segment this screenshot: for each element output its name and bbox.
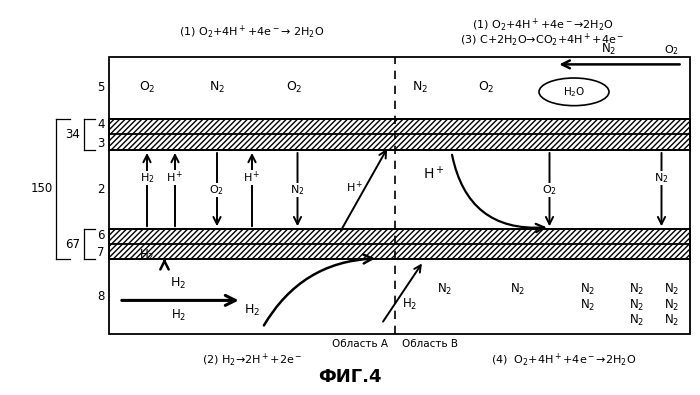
Text: H$^+$: H$^+$ (424, 165, 444, 182)
Text: H$_2$O: H$_2$O (563, 85, 585, 99)
Bar (108, 118, 690, 150)
Text: 2: 2 (97, 183, 105, 196)
Text: O$_2$: O$_2$ (139, 80, 155, 96)
Text: O$_2$: O$_2$ (664, 43, 680, 57)
Text: Область B: Область B (402, 339, 458, 350)
Text: N$_2$: N$_2$ (601, 42, 617, 57)
Text: 6: 6 (97, 229, 105, 241)
Text: H$^+$: H$^+$ (166, 170, 184, 185)
Text: O$_2$: O$_2$ (542, 183, 557, 196)
Text: N$_2$: N$_2$ (629, 282, 645, 297)
Bar (108, 229, 690, 259)
Text: O$_2$: O$_2$ (209, 183, 225, 196)
Text: 150: 150 (30, 182, 52, 195)
Text: 7: 7 (97, 246, 105, 259)
Text: N$_2$: N$_2$ (290, 183, 304, 196)
Text: N$_2$: N$_2$ (580, 282, 596, 297)
Text: H$_2$: H$_2$ (140, 171, 154, 184)
Text: 67: 67 (66, 238, 80, 250)
Text: H$_2$: H$_2$ (139, 248, 154, 263)
Text: N$_2$: N$_2$ (412, 80, 428, 96)
Text: N$_2$: N$_2$ (580, 297, 596, 313)
Text: (2) H$_2$→2H$^+$+2e$^-$: (2) H$_2$→2H$^+$+2e$^-$ (202, 351, 302, 368)
Text: H$_2$: H$_2$ (170, 275, 187, 291)
Text: N$_2$: N$_2$ (654, 171, 668, 184)
Text: H$^+$: H$^+$ (243, 170, 261, 185)
Text: H$_2$: H$_2$ (402, 297, 418, 312)
Text: N$_2$: N$_2$ (437, 282, 452, 297)
Text: 5: 5 (97, 81, 105, 94)
Text: (4)  O$_2$+4H$^+$+4e$^-$→2H$_2$O: (4) O$_2$+4H$^+$+4e$^-$→2H$_2$O (491, 351, 636, 368)
Text: N$_2$: N$_2$ (664, 282, 680, 297)
Text: ФИГ.4: ФИГ.4 (318, 368, 382, 386)
Text: H$^+$: H$^+$ (346, 180, 364, 195)
Text: Область A: Область A (332, 339, 389, 350)
Text: H$_2$: H$_2$ (171, 307, 186, 323)
Text: N$_2$: N$_2$ (510, 282, 526, 297)
Text: N$_2$: N$_2$ (629, 297, 645, 313)
Text: 3: 3 (97, 137, 105, 150)
Text: N$_2$: N$_2$ (664, 312, 680, 328)
Text: 8: 8 (97, 290, 105, 303)
Text: (1) O$_2$+4H$^+$+4e$^-$→2H$_2$O: (1) O$_2$+4H$^+$+4e$^-$→2H$_2$O (472, 17, 613, 33)
Text: O$_2$: O$_2$ (478, 80, 495, 96)
Text: N$_2$: N$_2$ (209, 80, 225, 96)
Text: O$_2$: O$_2$ (286, 80, 302, 96)
Bar (108, 57, 690, 334)
Text: H$_2$: H$_2$ (244, 303, 260, 318)
Text: 34: 34 (66, 128, 80, 141)
Text: 4: 4 (97, 118, 105, 131)
Text: (3) C+2H$_2$O→CO$_2$+4H$^+$+4e$^-$: (3) C+2H$_2$O→CO$_2$+4H$^+$+4e$^-$ (461, 31, 624, 48)
Text: N$_2$: N$_2$ (664, 297, 680, 313)
Text: N$_2$: N$_2$ (629, 312, 645, 328)
Text: (1) O$_2$+4H$^+$+4e$^-$→ 2H$_2$O: (1) O$_2$+4H$^+$+4e$^-$→ 2H$_2$O (179, 23, 325, 40)
